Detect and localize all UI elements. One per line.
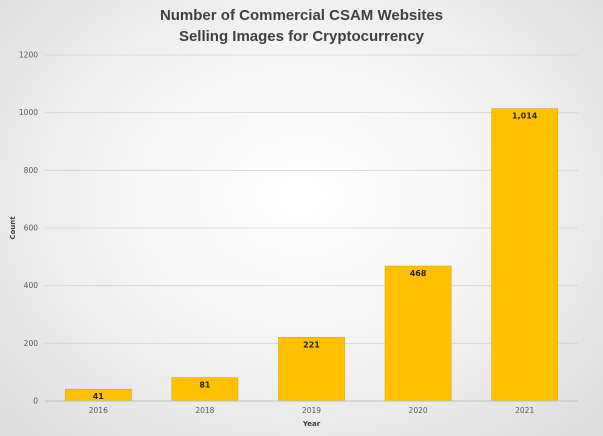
bar-2020 <box>384 265 452 402</box>
bar-2021 <box>491 108 559 402</box>
y-tick-label: 400 <box>24 281 39 290</box>
data-labels: 41 81 221 468 1,014 <box>93 112 538 402</box>
x-tick-label: 2016 <box>89 406 108 415</box>
x-axis-title: Year <box>302 420 321 428</box>
y-tick-label: 1200 <box>19 51 38 60</box>
data-label-2016: 41 <box>93 392 105 401</box>
bar-2019 <box>278 336 345 402</box>
chart-title-line-1: Number of Commercial CSAM Websites <box>159 7 444 24</box>
data-label-2018: 81 <box>199 381 211 390</box>
bars <box>64 108 559 402</box>
x-tick-label: 2021 <box>515 406 534 415</box>
x-axis-ticks: 2016 2018 2019 2020 2021 <box>89 406 535 415</box>
y-tick-label: 600 <box>24 224 39 233</box>
x-tick-label: 2020 <box>409 406 428 415</box>
data-label-2019: 221 <box>303 340 320 349</box>
chart-title: Number of Commercial CSAM Websites Selli… <box>0 5 603 47</box>
y-tick-label: 800 <box>24 166 39 175</box>
x-tick-label: 2018 <box>195 406 214 415</box>
data-label-2021: 1,014 <box>512 112 538 121</box>
x-tick-label: 2019 <box>302 406 321 415</box>
y-axis-ticks: 0 200 400 600 800 1000 1200 <box>19 51 38 406</box>
chart-title-line-2: Selling Images for Cryptocurrency <box>178 28 425 45</box>
y-axis-title: Count <box>9 216 17 240</box>
y-tick-label: 1000 <box>19 108 38 117</box>
y-tick-label: 200 <box>24 339 39 348</box>
y-tick-label: 0 <box>33 397 38 406</box>
data-label-2020: 468 <box>410 269 427 278</box>
